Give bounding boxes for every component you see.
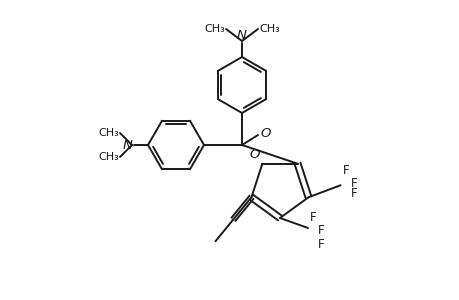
Text: O: O: [248, 148, 259, 161]
Text: CH₃: CH₃: [204, 24, 224, 34]
Text: CH₃: CH₃: [258, 24, 279, 34]
Text: F: F: [317, 224, 324, 236]
Text: N: N: [123, 139, 133, 152]
Text: F: F: [350, 177, 356, 190]
Text: F: F: [350, 187, 356, 200]
Text: F: F: [342, 164, 348, 177]
Text: CH₃: CH₃: [98, 128, 119, 138]
Text: CH₃: CH₃: [98, 152, 119, 162]
Text: O: O: [259, 127, 270, 140]
Text: N: N: [236, 29, 246, 42]
Text: F: F: [317, 238, 324, 251]
Text: F: F: [309, 211, 316, 224]
